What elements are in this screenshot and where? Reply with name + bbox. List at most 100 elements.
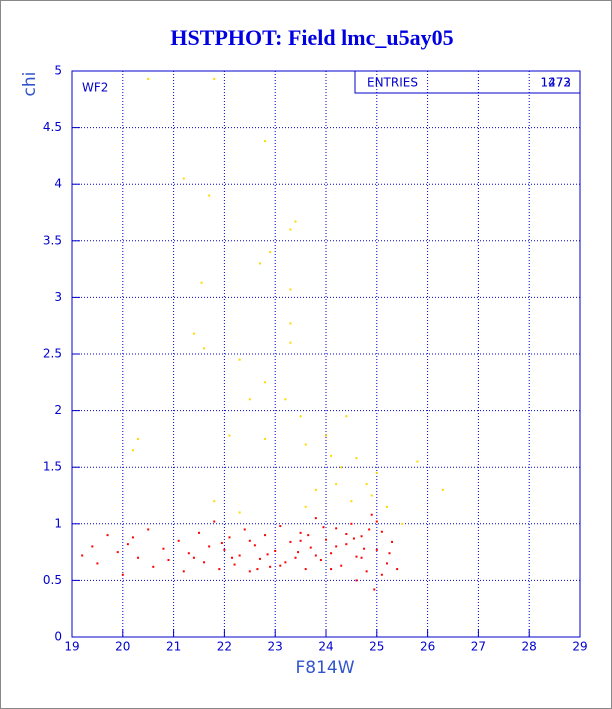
point (162, 547, 165, 550)
point (375, 471, 378, 474)
point (256, 568, 259, 571)
point (137, 556, 140, 559)
point (238, 358, 241, 361)
point (304, 505, 307, 508)
point (304, 568, 307, 571)
y-tick-label: 2.5 (43, 347, 62, 361)
point (355, 457, 358, 460)
point (355, 579, 358, 582)
point (213, 520, 216, 523)
point (228, 536, 231, 539)
point (289, 228, 292, 231)
point (203, 561, 206, 564)
point (319, 559, 322, 562)
point (213, 500, 216, 503)
panel-label: WF2 (82, 81, 108, 95)
point (370, 494, 373, 497)
point (182, 570, 185, 573)
point (126, 543, 129, 546)
point (299, 531, 302, 534)
point (365, 483, 368, 486)
y-tick-label: 4.5 (43, 120, 62, 134)
point (340, 466, 343, 469)
point (238, 554, 241, 557)
point (248, 570, 251, 573)
x-tick-label: 29 (572, 640, 587, 654)
point (314, 488, 317, 491)
point (106, 534, 109, 537)
point (360, 556, 363, 559)
point (284, 398, 287, 401)
point (284, 561, 287, 564)
y-axis-label: chi (20, 72, 40, 97)
point (274, 549, 277, 552)
x-tick-label: 26 (420, 640, 435, 654)
y-tick-label: 3 (54, 290, 62, 304)
point (253, 544, 256, 547)
point (289, 341, 292, 344)
point (307, 534, 310, 537)
point (131, 449, 134, 452)
point (147, 528, 150, 531)
y-tick-label: 5 (54, 64, 62, 78)
point (380, 530, 383, 533)
point (289, 322, 292, 325)
point (266, 553, 269, 556)
point (363, 547, 366, 550)
point (345, 415, 348, 418)
point (192, 556, 195, 559)
point (373, 588, 376, 591)
point (264, 140, 267, 143)
point (91, 545, 94, 548)
stats-value: 1472 (540, 76, 571, 90)
point (330, 552, 333, 555)
point (213, 77, 216, 80)
x-tick-label: 25 (369, 640, 384, 654)
point (325, 434, 327, 437)
point (208, 194, 211, 197)
x-tick-label: 19 (64, 640, 79, 654)
point (385, 562, 388, 565)
point (304, 443, 307, 446)
x-tick-label: 27 (471, 640, 486, 654)
point (182, 177, 185, 180)
stats-value: 1273 (540, 76, 571, 90)
point (350, 522, 353, 525)
point (131, 536, 134, 539)
point (264, 437, 267, 440)
point (208, 545, 211, 548)
point (137, 437, 140, 440)
point (218, 568, 221, 571)
point (167, 559, 170, 562)
point (314, 517, 317, 520)
point (370, 513, 373, 516)
plot-frame (71, 70, 581, 638)
point (330, 454, 333, 457)
point (248, 539, 251, 542)
x-tick-label: 28 (522, 640, 537, 654)
point (289, 540, 292, 543)
point (121, 573, 124, 576)
point (116, 551, 119, 554)
point (330, 568, 333, 571)
point (228, 434, 231, 437)
point (325, 538, 327, 541)
point (391, 540, 394, 543)
point (388, 552, 391, 555)
point (220, 542, 223, 545)
point (258, 262, 261, 265)
point (380, 573, 383, 576)
y-tick-label: 4 (54, 177, 62, 191)
point (416, 460, 419, 463)
point (355, 555, 358, 558)
x-tick-label: 22 (217, 640, 232, 654)
point (258, 557, 261, 560)
point (248, 398, 251, 401)
stats-label: ENTRIES (367, 76, 418, 90)
point (299, 415, 302, 418)
point (396, 568, 399, 571)
point (345, 532, 348, 535)
point (147, 77, 150, 80)
point (198, 531, 200, 534)
point (152, 565, 155, 568)
